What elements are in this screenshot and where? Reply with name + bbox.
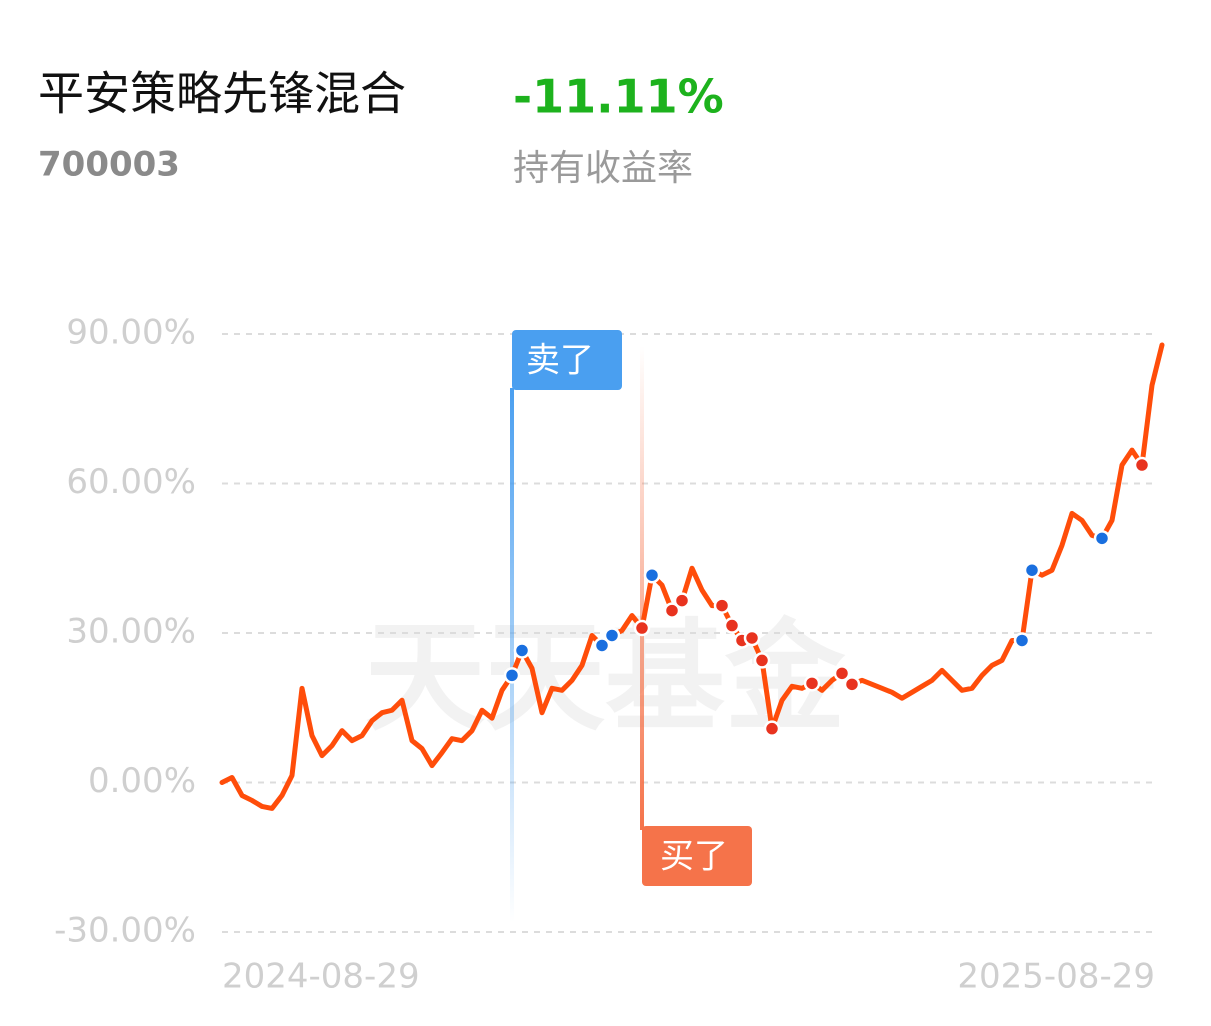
trade-marker bbox=[763, 720, 781, 737]
trade-marker bbox=[743, 629, 761, 647]
trade-marker bbox=[643, 566, 661, 584]
annotation-box bbox=[642, 826, 752, 886]
trade-marker bbox=[1023, 561, 1041, 579]
fund-code: 700003 bbox=[38, 145, 180, 185]
trade-marker bbox=[603, 627, 621, 644]
trade-marker bbox=[1093, 530, 1111, 547]
return-value: -11.11% bbox=[513, 70, 724, 124]
trade-marker bbox=[1013, 632, 1031, 649]
y-tick-label: 30.00% bbox=[66, 612, 196, 652]
trade-marker bbox=[803, 675, 821, 692]
y-tick-label: 0.00% bbox=[88, 761, 196, 801]
line bbox=[219, 342, 1165, 811]
annotation-text: 卖了 bbox=[526, 341, 594, 381]
y-tick-label: 90.00% bbox=[66, 313, 196, 353]
y-tick-label: -30.00% bbox=[54, 911, 196, 951]
return-label: 持有收益率 bbox=[513, 148, 693, 189]
trade-marker bbox=[843, 676, 861, 693]
trade-marker bbox=[833, 665, 851, 682]
x-tick-label: 2025-08-29 bbox=[957, 957, 1155, 997]
trade-marker bbox=[1133, 456, 1151, 474]
trade-marker bbox=[673, 592, 691, 609]
annotation-box bbox=[512, 330, 622, 390]
y-tick-label: 60.00% bbox=[66, 462, 196, 502]
trade-marker bbox=[503, 667, 521, 684]
x-tick-label: 2024-08-29 bbox=[222, 957, 420, 997]
annotation-line bbox=[640, 346, 644, 830]
trade-marker bbox=[713, 597, 731, 614]
fund-name: 平安策略先锋混合 bbox=[38, 67, 406, 121]
trade-marker bbox=[723, 617, 741, 634]
trade-marker bbox=[513, 642, 531, 659]
annotation-text: 买了 bbox=[660, 837, 728, 877]
trade-marker bbox=[593, 637, 611, 654]
trade-marker bbox=[663, 602, 681, 619]
trade-marker bbox=[753, 652, 771, 669]
annotation-line bbox=[510, 388, 514, 922]
trade-marker bbox=[633, 619, 651, 637]
